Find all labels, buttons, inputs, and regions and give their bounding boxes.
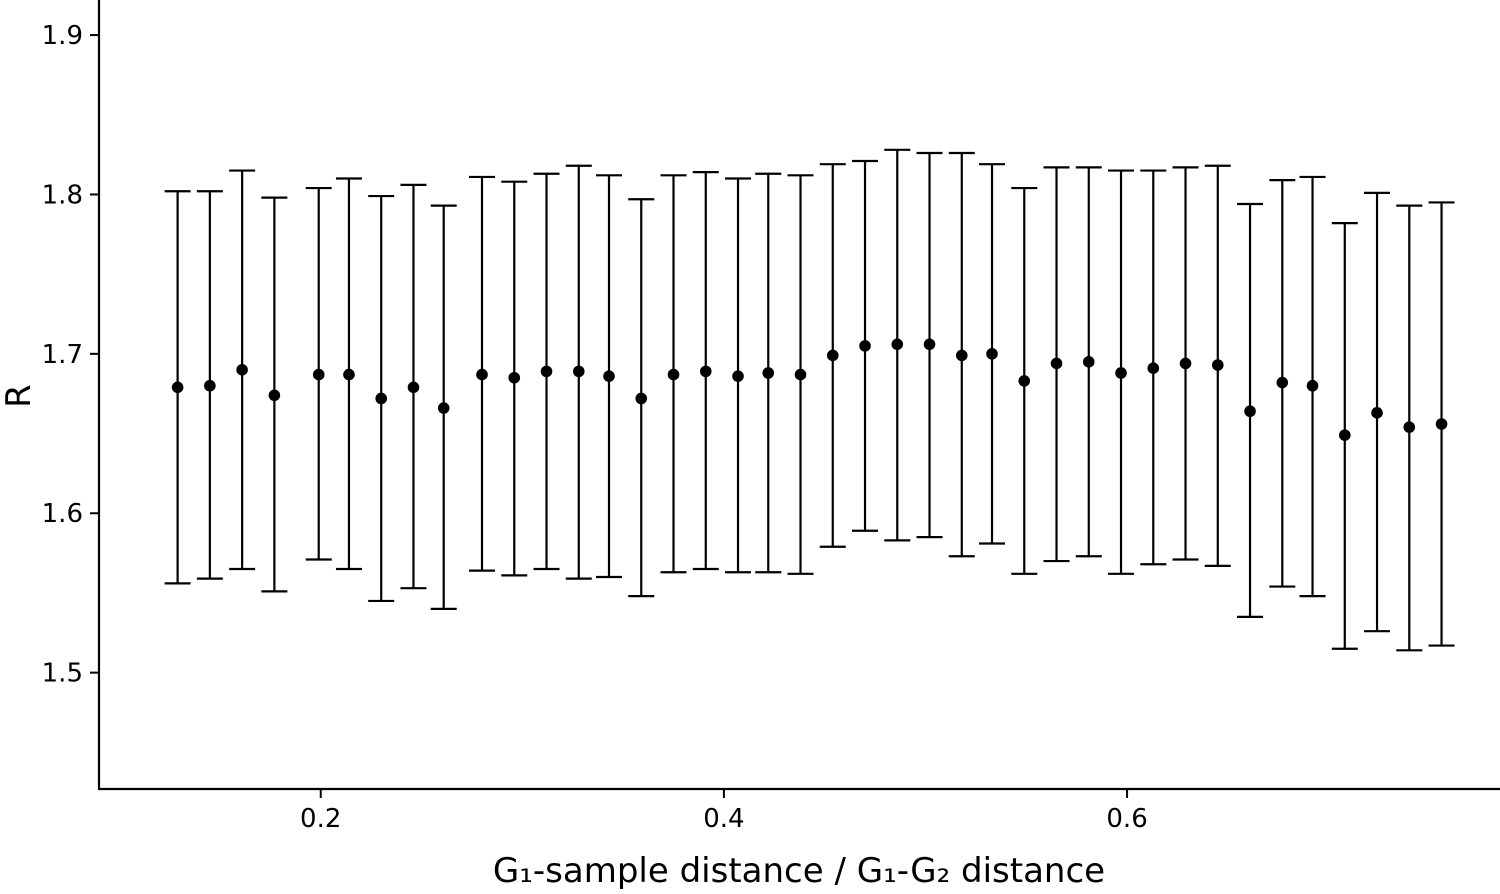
data-point xyxy=(1435,418,1448,430)
data-point xyxy=(171,381,184,394)
data-point xyxy=(732,370,744,382)
data-point xyxy=(667,368,680,381)
data-point xyxy=(437,402,450,414)
x-tick-label: 0.4 xyxy=(703,804,744,834)
x-axis: 0.2 0.4 0.6 xyxy=(99,787,1500,834)
data-point xyxy=(603,370,615,382)
data-point xyxy=(699,365,712,378)
data-point xyxy=(891,338,904,351)
data-point xyxy=(762,367,775,379)
data-point xyxy=(236,363,248,376)
y-tick-label: 1.9 xyxy=(42,21,83,51)
data-point xyxy=(476,368,488,381)
x-tick-label: 0.2 xyxy=(300,804,341,834)
data-point xyxy=(312,368,325,381)
y-tick-label: 1.8 xyxy=(42,180,83,210)
y-tick-label: 1.6 xyxy=(42,499,83,529)
data-point xyxy=(572,365,585,378)
data-point xyxy=(1018,375,1031,387)
data-point xyxy=(1082,356,1095,368)
data-point xyxy=(794,368,807,381)
data-point xyxy=(268,389,281,402)
data-point xyxy=(375,392,388,405)
data-point xyxy=(1338,429,1351,441)
x-axis-title: G₁-sample distance / G₁-G₂ distance xyxy=(493,851,1105,890)
data-point xyxy=(407,381,420,394)
data-point xyxy=(1211,359,1224,371)
x-tick-label: 0.6 xyxy=(1106,804,1147,834)
y-axis-title: R xyxy=(0,384,39,408)
data-point xyxy=(1306,379,1319,392)
data-point xyxy=(923,338,936,351)
data-point xyxy=(1050,357,1063,370)
data-point xyxy=(1371,407,1383,419)
y-tick-label: 1.7 xyxy=(42,340,83,370)
data-point xyxy=(1179,357,1192,370)
y-axis: 1.5 1.6 1.7 1.8 1.9 xyxy=(42,0,101,790)
data-point xyxy=(1147,362,1160,375)
errorbar-layer xyxy=(164,148,1455,652)
data-point xyxy=(635,392,648,405)
data-point xyxy=(343,368,355,381)
data-point xyxy=(1276,376,1289,389)
y-tick-label: 1.5 xyxy=(42,659,83,689)
data-point xyxy=(508,371,521,384)
data-point xyxy=(540,365,553,378)
data-point xyxy=(826,349,839,362)
data-point xyxy=(859,340,871,352)
data-point xyxy=(1115,367,1127,379)
data-point xyxy=(1244,405,1256,418)
data-point xyxy=(955,349,968,362)
data-point xyxy=(204,379,216,392)
data-point xyxy=(1403,421,1416,433)
point-layer xyxy=(171,338,1448,441)
data-point xyxy=(986,348,998,360)
